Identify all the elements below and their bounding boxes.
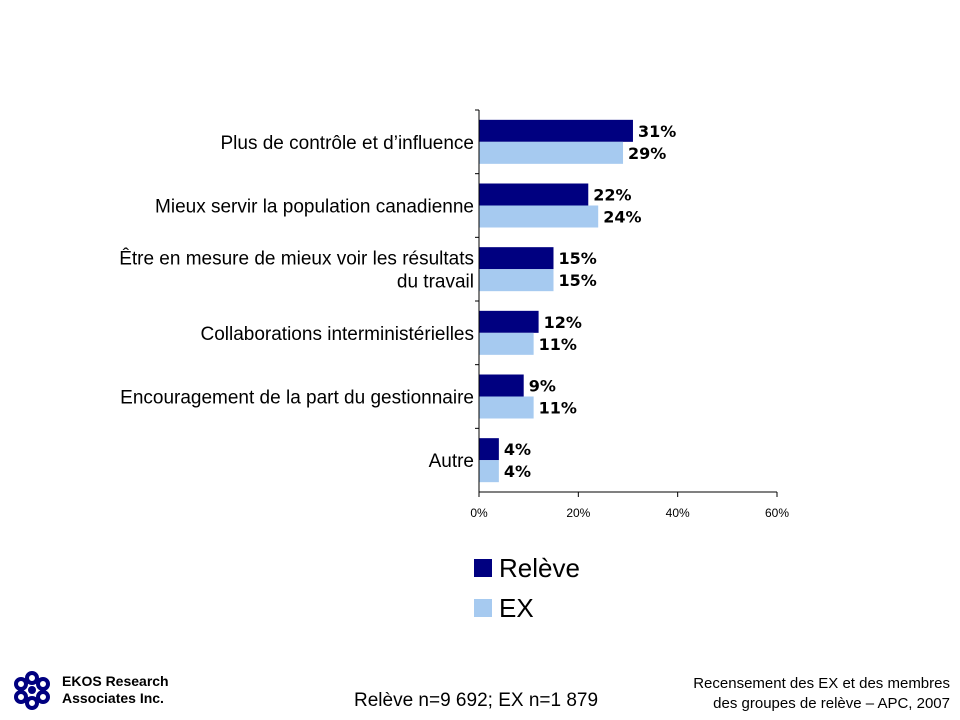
data-label: 31% [638, 122, 676, 141]
category-label: Autre [429, 451, 474, 472]
org-name-line2: Associates Inc. [62, 690, 164, 706]
legend-item-releve: Relève [474, 548, 580, 588]
data-label: 29% [628, 144, 666, 163]
legend-label-releve: Relève [499, 552, 580, 583]
category-label: Mieux servir la population canadienne [155, 197, 474, 218]
tick-label: 20% [566, 506, 590, 520]
data-label: 4% [504, 440, 531, 459]
bar [479, 269, 554, 292]
category-label: Encouragement de la part du gestionnaire [120, 388, 474, 409]
data-label: 12% [544, 313, 582, 332]
tick-label: 0% [470, 506, 488, 520]
bar [479, 119, 633, 142]
bar [479, 460, 499, 483]
data-label: 22% [593, 186, 631, 205]
bar [479, 374, 524, 397]
category-label: Plus de contrôle et d’influence [221, 133, 475, 154]
data-label: 15% [559, 271, 597, 290]
bar [479, 205, 599, 228]
data-label: 15% [559, 249, 597, 268]
tick-label: 40% [666, 506, 690, 520]
bar [479, 310, 539, 333]
org-block: EKOS Research Associates Inc. [12, 670, 169, 710]
bar [479, 141, 624, 164]
legend-swatch-releve [474, 559, 492, 577]
data-label: 11% [539, 399, 577, 418]
bar [479, 332, 534, 355]
data-label: 24% [603, 208, 641, 227]
org-name-line1: EKOS Research [62, 673, 169, 689]
ekos-logo-icon [14, 671, 50, 710]
tick-label: 60% [765, 506, 789, 520]
source-line1: Recensement des EX et des membres [693, 675, 950, 692]
bar [479, 438, 499, 461]
source-line2: des groupes de relève – APC, 2007 [713, 695, 950, 712]
source-note: Recensement des EX et des membres des gr… [693, 674, 950, 714]
sample-size-note: Relève n=9 692; EX n=1 879 [354, 690, 599, 711]
category-label: Collaborations interministérielles [200, 324, 474, 345]
legend: Relève EX [474, 548, 580, 628]
bar [479, 183, 589, 206]
bar [479, 396, 534, 419]
category-label: Être en mesure de mieux voir les résulta… [119, 248, 474, 270]
data-label: 11% [539, 335, 577, 354]
bar [479, 247, 554, 270]
bar-chart: 31% 29% Plus de contrôle et d’influence 22%… [119, 109, 789, 520]
data-label: 4% [504, 462, 531, 481]
data-label: 9% [529, 377, 556, 396]
legend-label-ex: EX [499, 592, 534, 623]
legend-item-ex: EX [474, 588, 580, 628]
category-label: du travail [397, 272, 474, 293]
legend-swatch-ex [474, 599, 492, 617]
